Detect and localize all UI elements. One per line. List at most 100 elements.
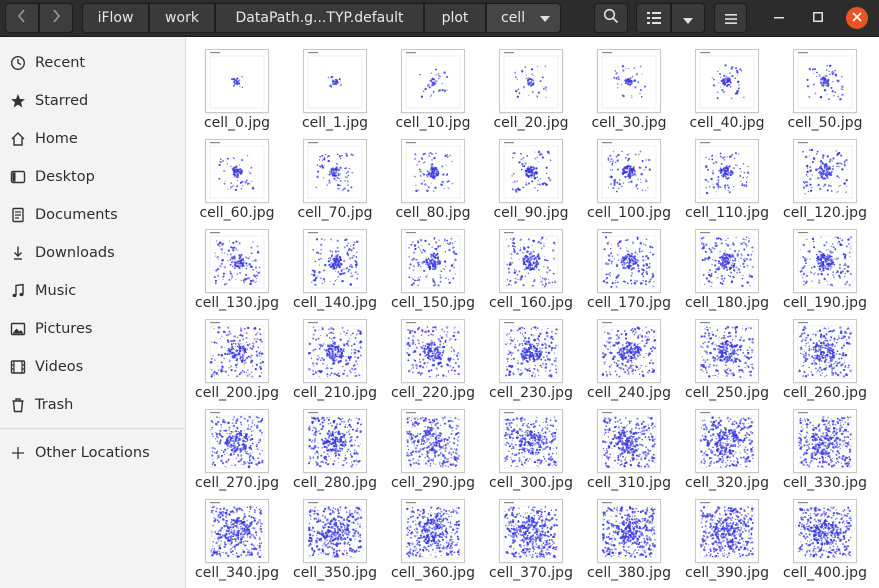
- close-button[interactable]: [846, 7, 868, 29]
- file-item[interactable]: cell_90.jpg: [482, 139, 580, 229]
- file-item[interactable]: cell_140.jpg: [286, 229, 384, 319]
- minimize-button[interactable]: [768, 7, 790, 29]
- hamburger-menu-icon: [724, 9, 737, 28]
- file-item[interactable]: cell_130.jpg: [188, 229, 286, 319]
- file-item[interactable]: cell_370.jpg: [482, 499, 580, 588]
- file-thumbnail: [695, 319, 759, 383]
- file-item[interactable]: cell_290.jpg: [384, 409, 482, 499]
- sidebar-item-label: Trash: [35, 397, 74, 413]
- sidebar-item-other-locations[interactable]: Other Locations: [0, 435, 186, 471]
- file-thumbnail: [205, 139, 269, 203]
- sidebar-item-videos[interactable]: Videos: [0, 349, 186, 385]
- file-item[interactable]: cell_220.jpg: [384, 319, 482, 409]
- file-thumbnail: [499, 229, 563, 293]
- file-thumbnail: [303, 229, 367, 293]
- file-item[interactable]: cell_230.jpg: [482, 319, 580, 409]
- search-icon: [603, 8, 619, 28]
- file-name: cell_320.jpg: [685, 475, 769, 491]
- file-item[interactable]: cell_80.jpg: [384, 139, 482, 229]
- sidebar-item-downloads[interactable]: Downloads: [0, 235, 186, 271]
- file-item[interactable]: cell_100.jpg: [580, 139, 678, 229]
- file-item[interactable]: cell_200.jpg: [188, 319, 286, 409]
- breadcrumb-plot[interactable]: plot: [424, 3, 486, 33]
- sidebar-item-trash[interactable]: Trash: [0, 387, 186, 423]
- file-item[interactable]: cell_210.jpg: [286, 319, 384, 409]
- file-item[interactable]: cell_0.jpg: [188, 49, 286, 139]
- sidebar-item-label: Videos: [35, 359, 84, 375]
- file-item[interactable]: cell_360.jpg: [384, 499, 482, 588]
- file-item[interactable]: cell_390.jpg: [678, 499, 776, 588]
- file-item[interactable]: cell_400.jpg: [776, 499, 874, 588]
- file-name: cell_30.jpg: [591, 115, 667, 131]
- sidebar-item-desktop[interactable]: Desktop: [0, 159, 186, 195]
- file-item[interactable]: cell_40.jpg: [678, 49, 776, 139]
- desktop-icon: [8, 167, 28, 187]
- list-view-button[interactable]: [636, 3, 671, 33]
- file-item[interactable]: cell_1.jpg: [286, 49, 384, 139]
- file-item[interactable]: cell_110.jpg: [678, 139, 776, 229]
- file-item[interactable]: cell_270.jpg: [188, 409, 286, 499]
- file-thumbnail: [597, 319, 661, 383]
- file-item[interactable]: cell_120.jpg: [776, 139, 874, 229]
- file-thumbnail: [597, 49, 661, 113]
- file-item[interactable]: cell_190.jpg: [776, 229, 874, 319]
- file-name: cell_80.jpg: [395, 205, 471, 221]
- file-name: cell_150.jpg: [391, 295, 475, 311]
- file-name: cell_1.jpg: [301, 115, 369, 131]
- file-thumbnail: [597, 229, 661, 293]
- file-thumbnail: [793, 409, 857, 473]
- close-icon: [852, 11, 862, 26]
- file-name: cell_40.jpg: [689, 115, 765, 131]
- file-thumbnail: [793, 139, 857, 203]
- file-item[interactable]: cell_250.jpg: [678, 319, 776, 409]
- maximize-button[interactable]: [807, 7, 829, 29]
- file-item[interactable]: cell_300.jpg: [482, 409, 580, 499]
- view-options-button[interactable]: [671, 3, 705, 33]
- file-item[interactable]: cell_50.jpg: [776, 49, 874, 139]
- file-thumbnail: [793, 319, 857, 383]
- breadcrumb-datapath[interactable]: DataPath.g...TYP.default: [215, 3, 424, 33]
- sidebar-item-recent[interactable]: Recent: [0, 45, 186, 81]
- file-item[interactable]: cell_170.jpg: [580, 229, 678, 319]
- forward-button[interactable]: [39, 3, 73, 33]
- file-item[interactable]: cell_260.jpg: [776, 319, 874, 409]
- sidebar-item-home[interactable]: Home: [0, 121, 186, 157]
- file-name: cell_210.jpg: [293, 385, 377, 401]
- search-button[interactable]: [594, 3, 628, 33]
- file-item[interactable]: cell_150.jpg: [384, 229, 482, 319]
- menu-button[interactable]: [714, 3, 747, 33]
- file-item[interactable]: cell_180.jpg: [678, 229, 776, 319]
- file-item[interactable]: cell_340.jpg: [188, 499, 286, 588]
- file-item[interactable]: cell_20.jpg: [482, 49, 580, 139]
- minimize-icon: [774, 11, 784, 26]
- breadcrumb-work[interactable]: work: [149, 3, 215, 33]
- breadcrumb-iflow[interactable]: iFlow: [82, 3, 149, 33]
- file-item[interactable]: cell_280.jpg: [286, 409, 384, 499]
- sidebar-item-pictures[interactable]: Pictures: [0, 311, 186, 347]
- file-thumbnail: [793, 49, 857, 113]
- file-item[interactable]: cell_240.jpg: [580, 319, 678, 409]
- file-item[interactable]: cell_310.jpg: [580, 409, 678, 499]
- file-item[interactable]: cell_350.jpg: [286, 499, 384, 588]
- file-item[interactable]: cell_160.jpg: [482, 229, 580, 319]
- sidebar-item-label: Pictures: [35, 321, 93, 337]
- file-thumbnail: [401, 409, 465, 473]
- file-thumbnail: [401, 499, 465, 563]
- file-item[interactable]: cell_380.jpg: [580, 499, 678, 588]
- clock-icon: [8, 53, 28, 73]
- sidebar-item-starred[interactable]: Starred: [0, 83, 186, 119]
- sidebar-item-documents[interactable]: Documents: [0, 197, 186, 233]
- file-item[interactable]: cell_330.jpg: [776, 409, 874, 499]
- file-name: cell_0.jpg: [203, 115, 271, 131]
- file-item[interactable]: cell_70.jpg: [286, 139, 384, 229]
- file-name: cell_220.jpg: [391, 385, 475, 401]
- file-item[interactable]: cell_60.jpg: [188, 139, 286, 229]
- breadcrumb-cell[interactable]: cell: [486, 3, 561, 33]
- file-thumbnail: [695, 229, 759, 293]
- file-item[interactable]: cell_320.jpg: [678, 409, 776, 499]
- file-item[interactable]: cell_30.jpg: [580, 49, 678, 139]
- file-grid: cell_0.jpg cell_1.jpg cell_10.jpg cell_20.j…: [187, 37, 879, 588]
- sidebar-item-music[interactable]: Music: [0, 273, 186, 309]
- back-button[interactable]: [5, 3, 39, 33]
- file-item[interactable]: cell_10.jpg: [384, 49, 482, 139]
